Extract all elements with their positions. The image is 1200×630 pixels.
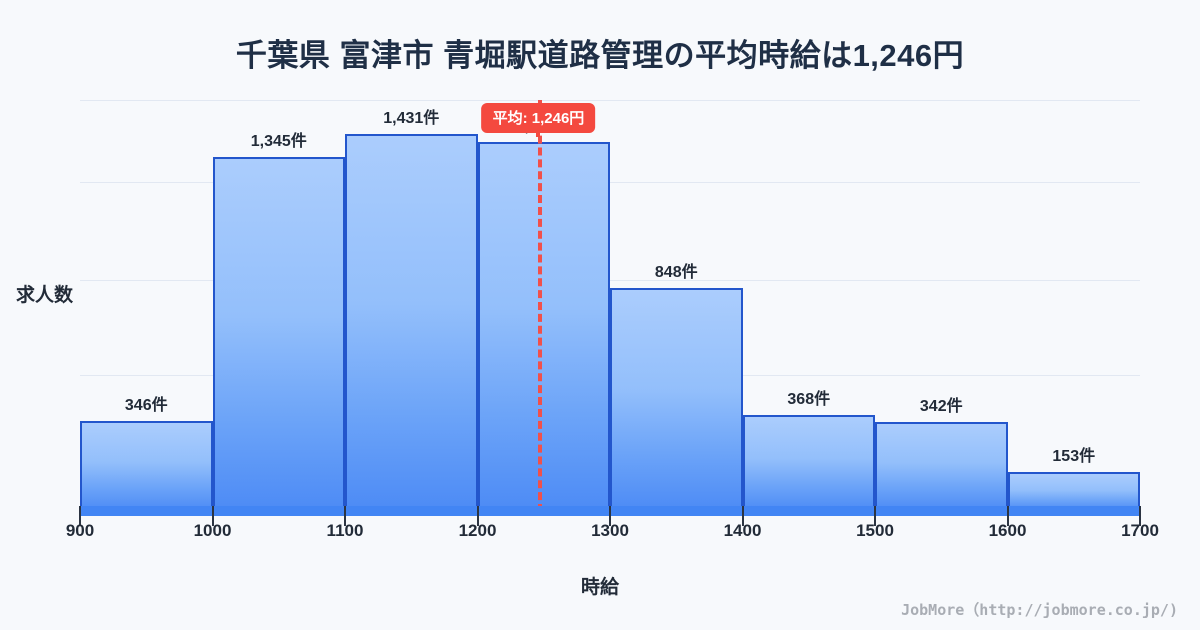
histogram-bar[interactable] — [742, 414, 875, 512]
gridline — [80, 279, 1140, 281]
x-axis-tick — [874, 506, 876, 526]
x-axis-tick-label: 1500 — [856, 521, 894, 540]
x-axis-tick — [211, 506, 214, 526]
gridline — [80, 181, 1140, 183]
bar-value-label: 1,431件 — [383, 110, 440, 128]
x-axis-tick — [1006, 506, 1009, 526]
x-axis-tick-label: 1600 — [988, 521, 1027, 540]
y-axis-title: 求人数 — [16, 285, 74, 306]
watermark: JobMore（http://jobmore.co.jp/) — [901, 601, 1178, 619]
x-axis-tick — [344, 506, 346, 526]
x-axis-title: 時給 — [580, 577, 619, 598]
bar-value-label: 342件 — [919, 397, 963, 415]
histogram-bar[interactable] — [477, 142, 610, 512]
x-axis-tick-label: 1000 — [193, 521, 232, 540]
x-axis-tick-label: 1100 — [326, 521, 364, 540]
histogram-bar[interactable] — [610, 288, 743, 512]
x-axis-tick — [1139, 506, 1141, 526]
average-line — [538, 100, 543, 512]
x-axis-tick-label: 1300 — [591, 521, 629, 540]
x-axis-tick — [741, 506, 744, 526]
bar-value-label: 153件 — [1052, 447, 1096, 465]
histogram-bar[interactable] — [212, 156, 345, 512]
bar-value-label: 848件 — [654, 264, 698, 282]
x-axis-tick-label: 1200 — [458, 521, 497, 540]
page-title: 千葉県 富津市 青堀駅道路管理の平均時給は1,246円 — [235, 38, 965, 73]
x-axis-tick-label: 1400 — [723, 521, 762, 540]
bar-value-label: 1,345件 — [250, 132, 307, 150]
x-axis-tick-label: 900 — [65, 521, 95, 540]
x-axis-tick — [476, 506, 479, 526]
bar-value-label: 346件 — [124, 396, 168, 414]
histogram-bar[interactable] — [875, 421, 1008, 512]
gridline — [80, 100, 1140, 101]
x-axis-tick — [79, 506, 81, 526]
histogram-bar[interactable] — [345, 134, 478, 512]
bar-value-label: 368件 — [787, 390, 831, 408]
average-badge[interactable]: 平均: 1,246円 — [481, 103, 596, 133]
x-axis-tick — [609, 506, 611, 526]
x-axis-tick-label: 1700 — [1121, 521, 1159, 540]
histogram-bar[interactable] — [80, 420, 213, 512]
